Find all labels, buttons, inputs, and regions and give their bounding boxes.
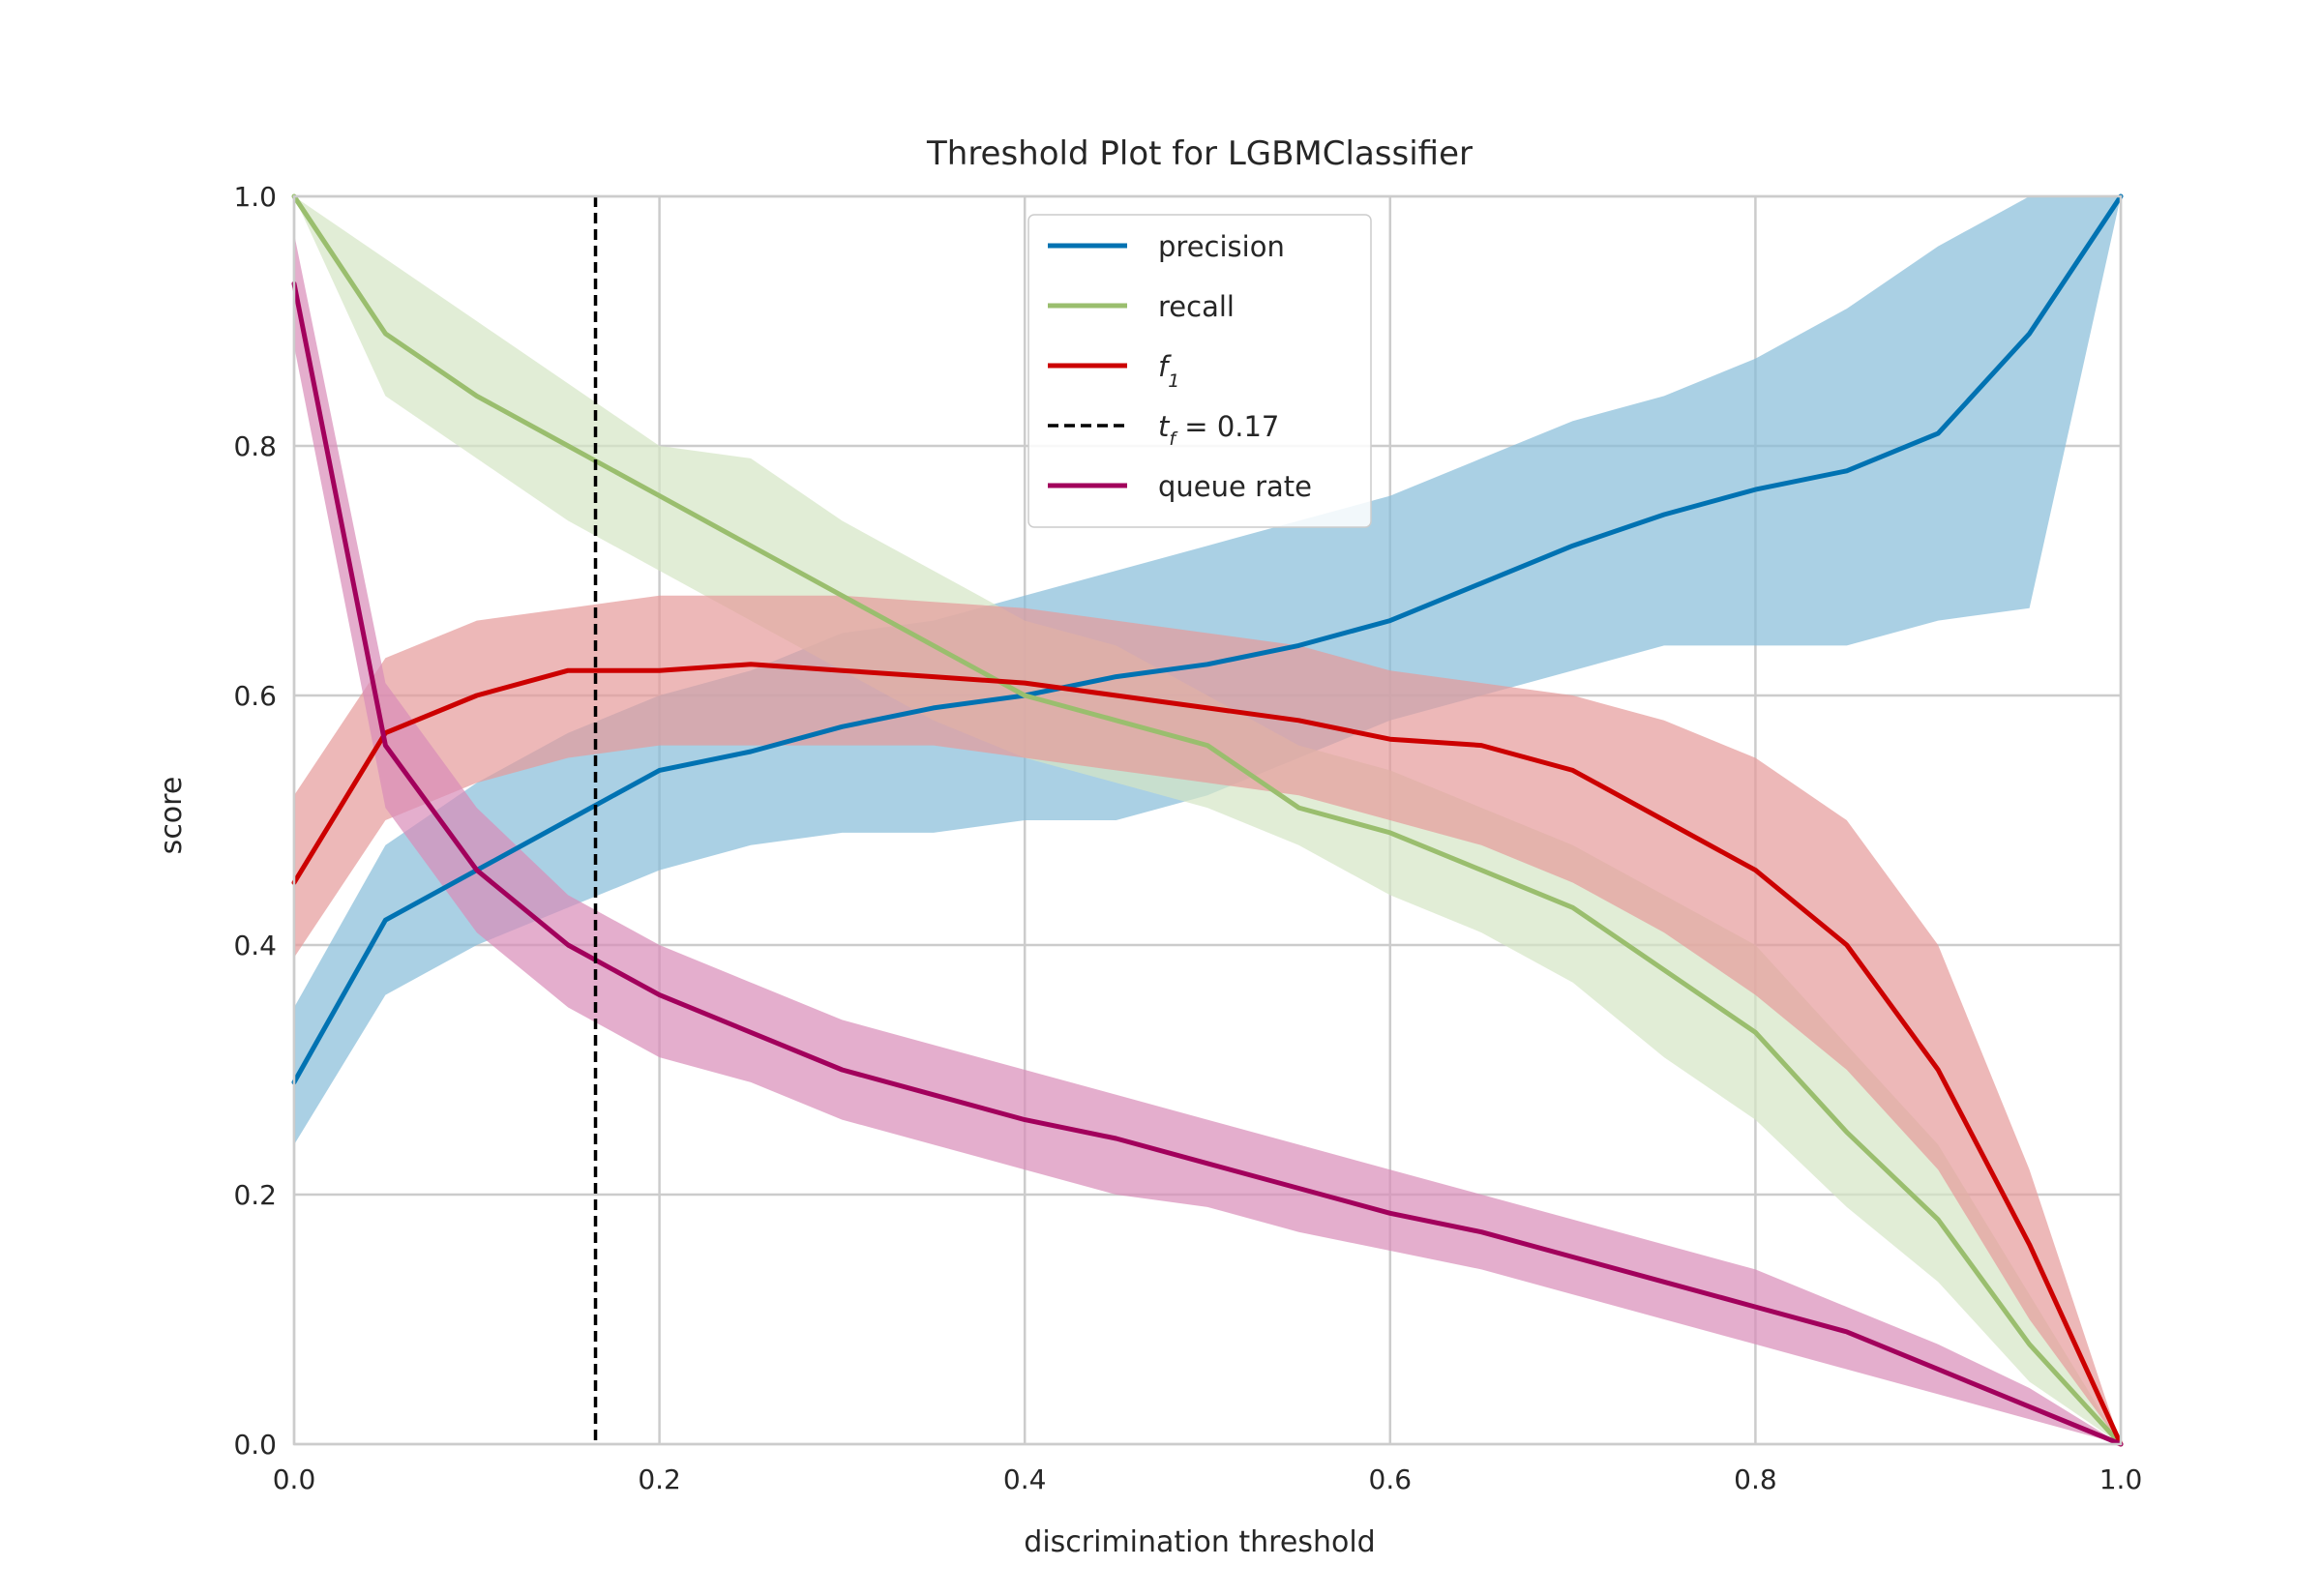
x-tick-label: 0.8	[1734, 1463, 1777, 1495]
tick-labels: 0.0 0.2 0.4 0.6 0.8 1.0 0.0 0.2 0.4 0.6 0.8 1.0	[233, 181, 2142, 1495]
legend-threshold-value: = 0.17	[1176, 410, 1279, 443]
legend-label-queue-rate: queue rate	[1158, 470, 1312, 503]
legend-f1-subscript: 1	[1168, 370, 1179, 392]
chart-title: Threshold Plot for LGBMClassifier	[926, 134, 1473, 173]
x-tick-label: 0.6	[1369, 1463, 1413, 1495]
y-tick-label: 0.2	[233, 1179, 277, 1211]
band-recall	[294, 196, 2121, 1444]
plot-frame	[292, 194, 2123, 1446]
line-queue-rate	[291, 281, 2124, 1447]
x-tick-label: 0.2	[638, 1463, 681, 1495]
line-precision	[291, 193, 2124, 1085]
legend-box	[1027, 214, 1372, 528]
line-recall	[291, 193, 2124, 1447]
legend-threshold-subscript: f	[1169, 429, 1178, 450]
legend-label-precision: precision	[1158, 230, 1285, 263]
plot-area-border	[292, 194, 2123, 1446]
legend-threshold-base: t	[1158, 410, 1171, 443]
band-queue-rate	[294, 233, 2121, 1445]
x-tick-label: 1.0	[2099, 1463, 2143, 1495]
y-tick-label: 1.0	[233, 181, 277, 213]
legend: precision recall f 1 tf = 0.17 queue rate	[1027, 214, 1372, 528]
legend-label-threshold: tf = 0.17	[1158, 410, 1279, 450]
legend-label-recall: recall	[1158, 290, 1235, 323]
y-tick-label: 0.8	[233, 430, 277, 462]
x-tick-label: 0.0	[273, 1463, 316, 1495]
x-axis-label: discrimination threshold	[1024, 1525, 1375, 1559]
y-tick-label: 0.6	[233, 680, 277, 712]
y-tick-label: 0.0	[233, 1429, 277, 1461]
y-tick-label: 0.4	[233, 930, 277, 961]
x-tick-label: 0.4	[1003, 1463, 1047, 1495]
band-f1	[294, 595, 2121, 1444]
y-axis-label: score	[155, 777, 189, 855]
series-lines	[291, 193, 2124, 1447]
confidence-bands	[294, 196, 2121, 1445]
line-f1	[291, 662, 2124, 1447]
